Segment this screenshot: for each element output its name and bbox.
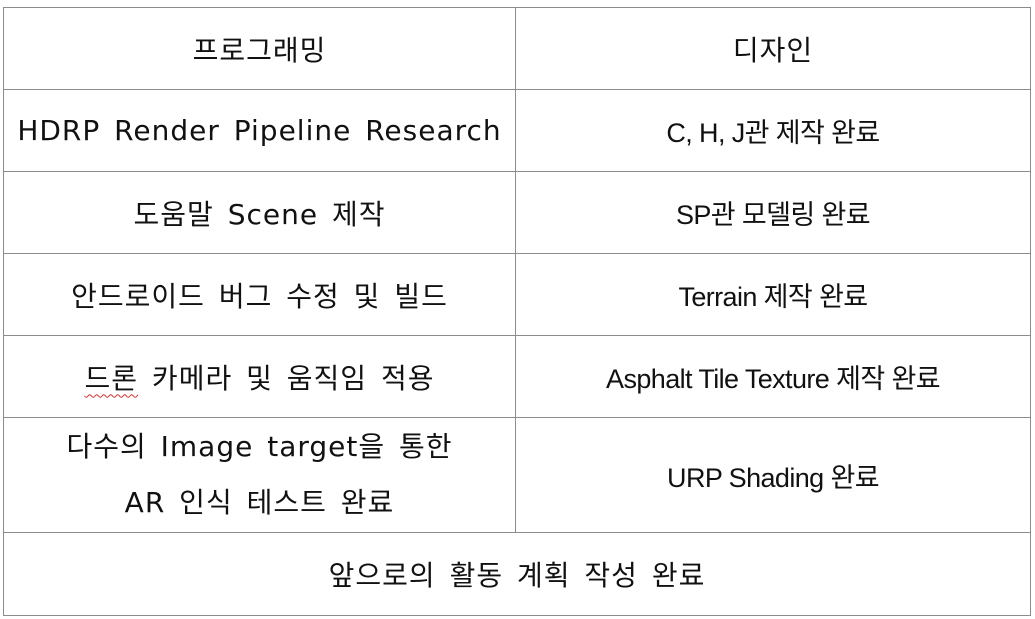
design-cell: Asphalt Tile Texture 제작 완료 bbox=[515, 335, 1031, 418]
programming-cell: 드론 카메라 및 움직임 적용 bbox=[3, 335, 516, 418]
table-row: HDRP Render Pipeline Research C, H, J관 제… bbox=[3, 89, 1031, 172]
header-programming: 프로그래밍 bbox=[3, 7, 516, 90]
design-cell: C, H, J관 제작 완료 bbox=[515, 89, 1031, 172]
cell-text: 카메라 및 움직임 적용 bbox=[138, 361, 435, 395]
table-row: 드론 카메라 및 움직임 적용 Asphalt Tile Texture 제작 … bbox=[3, 335, 1031, 418]
programming-cell: 안드로이드 버그 수정 및 빌드 bbox=[3, 253, 516, 336]
header-row: 프로그래밍 디자인 bbox=[3, 7, 1031, 90]
programming-cell: HDRP Render Pipeline Research bbox=[3, 89, 516, 172]
design-cell: Terrain 제작 완료 bbox=[515, 253, 1031, 336]
cell-line: 다수의 Image target을 통한 bbox=[66, 430, 453, 463]
footer-row: 앞으로의 활동 계획 작성 완료 bbox=[3, 532, 1031, 616]
work-summary-table: 프로그래밍 디자인 HDRP Render Pipeline Research … bbox=[3, 7, 1031, 616]
design-cell: SP관 모델링 완료 bbox=[515, 171, 1031, 254]
header-design: 디자인 bbox=[515, 7, 1031, 90]
design-cell: URP Shading 완료 bbox=[515, 417, 1031, 533]
table-row: 도움말 Scene 제작 SP관 모델링 완료 bbox=[3, 171, 1031, 254]
table-row: 다수의 Image target을 통한 AR 인식 테스트 완료 URP Sh… bbox=[3, 417, 1031, 533]
programming-cell: 다수의 Image target을 통한 AR 인식 테스트 완료 bbox=[3, 417, 516, 533]
future-plan-cell: 앞으로의 활동 계획 작성 완료 bbox=[3, 532, 1031, 616]
spellcheck-flagged-word: 드론 bbox=[84, 361, 139, 395]
cell-line: AR 인식 테스트 완료 bbox=[124, 486, 395, 519]
table-row: 안드로이드 버그 수정 및 빌드 Terrain 제작 완료 bbox=[3, 253, 1031, 336]
programming-cell: 도움말 Scene 제작 bbox=[3, 171, 516, 254]
